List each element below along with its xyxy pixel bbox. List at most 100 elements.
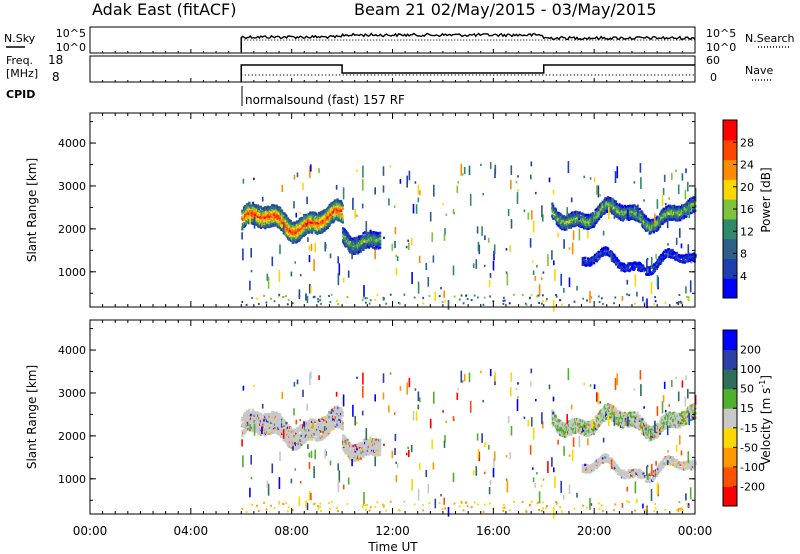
power-speckle — [410, 238, 413, 246]
velocity-cell — [283, 419, 286, 422]
power-cell — [379, 243, 382, 246]
power-cell — [586, 257, 590, 260]
power-ground-cell — [654, 296, 656, 299]
power-cell — [690, 211, 693, 214]
power-cell — [552, 210, 555, 213]
power-speckle — [626, 279, 629, 285]
colorbar-tick-label: 28 — [740, 136, 754, 149]
power-cell — [340, 209, 343, 212]
power-cell — [621, 267, 624, 270]
power-ground-cell — [362, 296, 365, 299]
power-speckle — [362, 165, 364, 178]
power-cell — [598, 217, 601, 220]
power-speckle — [576, 285, 578, 291]
colorbar-tick-label: 12 — [740, 225, 754, 238]
power-cell — [341, 221, 344, 224]
power-speckle — [396, 256, 399, 262]
power-ground-cell — [473, 294, 476, 297]
power-speckle — [414, 181, 417, 184]
power-cell — [599, 203, 602, 206]
power-cell — [653, 269, 657, 272]
nave-label: Nave — [745, 64, 773, 77]
colorbar-tick-label: 16 — [740, 203, 754, 216]
power-speckle — [395, 268, 398, 276]
velocity-cell — [275, 417, 278, 420]
velocity-cell — [287, 424, 290, 427]
station-title: Adak East (fitACF) — [92, 0, 237, 19]
power-cell — [640, 266, 643, 269]
power-speckle — [249, 217, 251, 225]
velocity-cell — [318, 431, 321, 434]
power-speckle — [425, 262, 428, 271]
power-speckle — [642, 296, 644, 302]
power-cell — [583, 220, 586, 223]
power-ground-cell — [313, 295, 316, 298]
power-cell — [349, 236, 352, 239]
velocity-cell — [256, 428, 259, 431]
power-speckle — [374, 249, 376, 260]
power-cell — [598, 216, 601, 219]
velocity-cell — [340, 413, 344, 416]
power-cell — [318, 217, 321, 220]
power-speckle — [535, 191, 537, 195]
power-ground-cell — [542, 300, 544, 303]
power-cell — [635, 261, 638, 265]
power-speckle — [472, 263, 475, 269]
power-cell — [260, 207, 263, 210]
velocity-cell — [295, 432, 298, 435]
power-cell — [339, 207, 342, 210]
power-speckle — [412, 203, 415, 214]
velocity-cell — [379, 448, 382, 451]
power-cell — [669, 256, 672, 259]
velocity-cell — [351, 453, 354, 457]
velocity-cell — [552, 411, 555, 415]
power-cell — [247, 204, 250, 208]
power-speckle — [650, 256, 653, 269]
power-speckle — [442, 203, 444, 206]
power-ground-cell — [383, 297, 385, 300]
power-speckle — [640, 177, 642, 190]
power-cell — [655, 264, 658, 267]
power-cell — [356, 242, 359, 246]
velocity-cell — [359, 442, 362, 445]
power-speckle — [507, 208, 510, 217]
power-cell — [259, 205, 262, 209]
power-cell — [673, 204, 676, 208]
power-speckle — [613, 209, 616, 219]
power-cell — [689, 257, 692, 261]
velocity-cell — [293, 435, 296, 438]
velocity-cell — [313, 430, 316, 434]
power-speckle — [365, 221, 368, 234]
velocity-cell — [340, 407, 343, 410]
power-cell — [569, 222, 572, 225]
power-speckle — [668, 197, 670, 200]
power-cell — [632, 268, 635, 271]
power-cell — [330, 215, 333, 218]
power-cell — [677, 219, 680, 222]
power-cell — [636, 215, 640, 218]
velocity-cell — [328, 431, 331, 434]
power-speckle — [654, 213, 656, 226]
power-cell — [656, 265, 659, 268]
velocity-cell — [308, 438, 311, 441]
power-speckle — [433, 184, 435, 197]
colorbar-segment — [723, 139, 737, 161]
power-cell — [358, 248, 361, 251]
power-cell — [675, 217, 678, 220]
power-cell — [599, 206, 602, 209]
power-cell — [350, 249, 354, 252]
power-cell — [350, 237, 353, 240]
velocity-cell — [374, 443, 377, 446]
power-cell — [307, 224, 310, 227]
power-cell — [642, 265, 645, 268]
velocity-cell — [562, 422, 565, 425]
velocity-cell — [255, 418, 258, 422]
power-speckle — [646, 298, 648, 309]
power-speckle — [557, 232, 559, 238]
power-speckle — [452, 209, 455, 214]
velocity-cell — [258, 432, 262, 435]
power-cell — [272, 222, 275, 225]
velocity-cell — [266, 414, 269, 417]
power-ground-cell — [602, 302, 604, 305]
power-cell — [257, 204, 260, 207]
